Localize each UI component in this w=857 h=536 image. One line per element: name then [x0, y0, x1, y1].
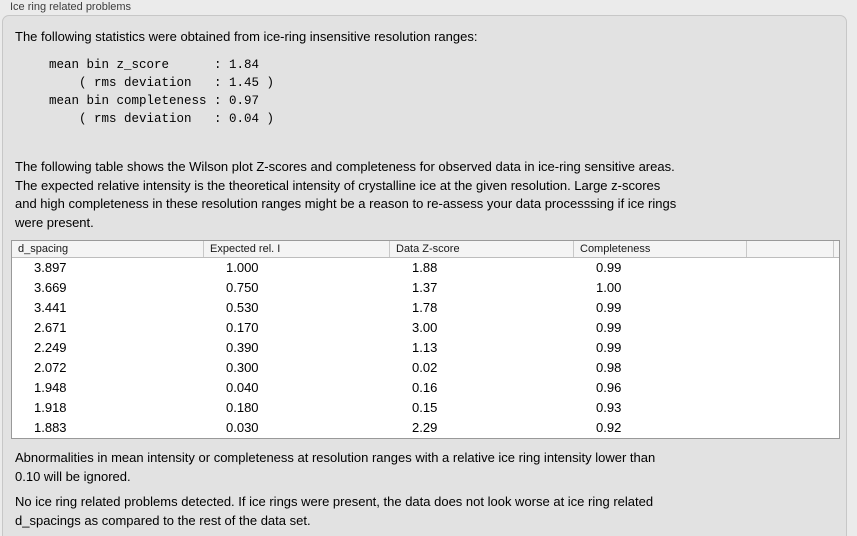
table-cell: 1.000	[226, 260, 259, 275]
column-header-data-z-score[interactable]: Data Z-score	[390, 241, 574, 257]
ignore-rule-text: Abnormalities in mean intensity or compl…	[15, 450, 656, 484]
table-cell: 3.00	[412, 320, 438, 335]
table-cell: 0.16	[412, 380, 438, 395]
table-row[interactable]: 2.249 0.390 1.13 0.99	[12, 338, 839, 358]
ice-ring-table: d_spacing Expected rel. I Data Z-score Comp…	[11, 240, 840, 439]
column-header-completeness[interactable]: Completeness	[574, 241, 747, 257]
table-row[interactable]: 1.948 0.040 0.16 0.96	[12, 378, 839, 398]
column-header-spacer	[747, 241, 834, 257]
table-cell: 0.030	[226, 420, 259, 435]
column-header-d-spacing[interactable]: d_spacing	[12, 241, 204, 257]
table-row[interactable]: 3.441 0.530 1.78 0.99	[12, 298, 839, 318]
table-cell: 0.170	[226, 320, 259, 335]
table-cell: 1.948	[34, 380, 67, 395]
table-row[interactable]: 1.883 0.030 2.29 0.92	[12, 418, 839, 438]
table-cell: 3.897	[34, 260, 67, 275]
table-header-row: d_spacing Expected rel. I Data Z-score Comp…	[12, 241, 839, 258]
table-cell: 1.00	[596, 280, 622, 295]
table-cell: 1.13	[412, 340, 438, 355]
group-box-title: Ice ring related problems	[10, 1, 132, 13]
stats-intro-text: The following statistics were obtained f…	[15, 29, 478, 44]
table-cell: 0.750	[226, 280, 259, 295]
table-cell: 3.669	[34, 280, 67, 295]
table-cell: 0.96	[596, 380, 622, 395]
table-cell: 0.99	[596, 260, 622, 275]
table-cell: 1.88	[412, 260, 438, 275]
table-cell: 0.15	[412, 400, 438, 415]
result-summary-text: No ice ring related problems detected. I…	[15, 494, 654, 528]
table-cell: 0.180	[226, 400, 259, 415]
table-cell: 2.249	[34, 340, 67, 355]
table-cell: 0.390	[226, 340, 259, 355]
table-cell: 3.441	[34, 300, 67, 315]
ice-ring-panel: The following statistics were obtained f…	[2, 15, 847, 536]
table-row[interactable]: 2.671 0.170 3.00 0.99	[12, 318, 839, 338]
table-row[interactable]: 3.669 0.750 1.37 1.00	[12, 278, 839, 298]
table-row[interactable]: 2.072 0.300 0.02 0.98	[12, 358, 839, 378]
table-cell: 0.040	[226, 380, 259, 395]
table-row[interactable]: 3.897 1.000 1.88 0.99	[12, 258, 839, 278]
table-cell: 2.671	[34, 320, 67, 335]
table-cell: 1.37	[412, 280, 438, 295]
table-cell: 0.98	[596, 360, 622, 375]
table-cell: 2.29	[412, 420, 438, 435]
table-cell: 1.78	[412, 300, 438, 315]
table-cell: 0.99	[596, 300, 622, 315]
table-cell: 0.99	[596, 320, 622, 335]
table-cell: 1.883	[34, 420, 67, 435]
table-body: 3.897 1.000 1.88 0.99 3.669 0.750 1.37 1.00 3.44…	[12, 258, 839, 438]
table-row[interactable]: 1.918 0.180 0.15 0.93	[12, 398, 839, 418]
column-header-filler	[834, 241, 839, 257]
table-cell: 0.92	[596, 420, 622, 435]
table-cell: 0.02	[412, 360, 438, 375]
table-cell: 2.072	[34, 360, 67, 375]
table-cell: 0.530	[226, 300, 259, 315]
table-cell: 0.93	[596, 400, 622, 415]
table-description-text: The following table shows the Wilson plo…	[15, 159, 677, 230]
stats-block: mean bin z_score : 1.84 ( rms deviation …	[49, 58, 275, 126]
table-cell: 1.918	[34, 400, 67, 415]
table-cell: 0.300	[226, 360, 259, 375]
table-cell: 0.99	[596, 340, 622, 355]
column-header-expected-rel-i[interactable]: Expected rel. I	[204, 241, 390, 257]
